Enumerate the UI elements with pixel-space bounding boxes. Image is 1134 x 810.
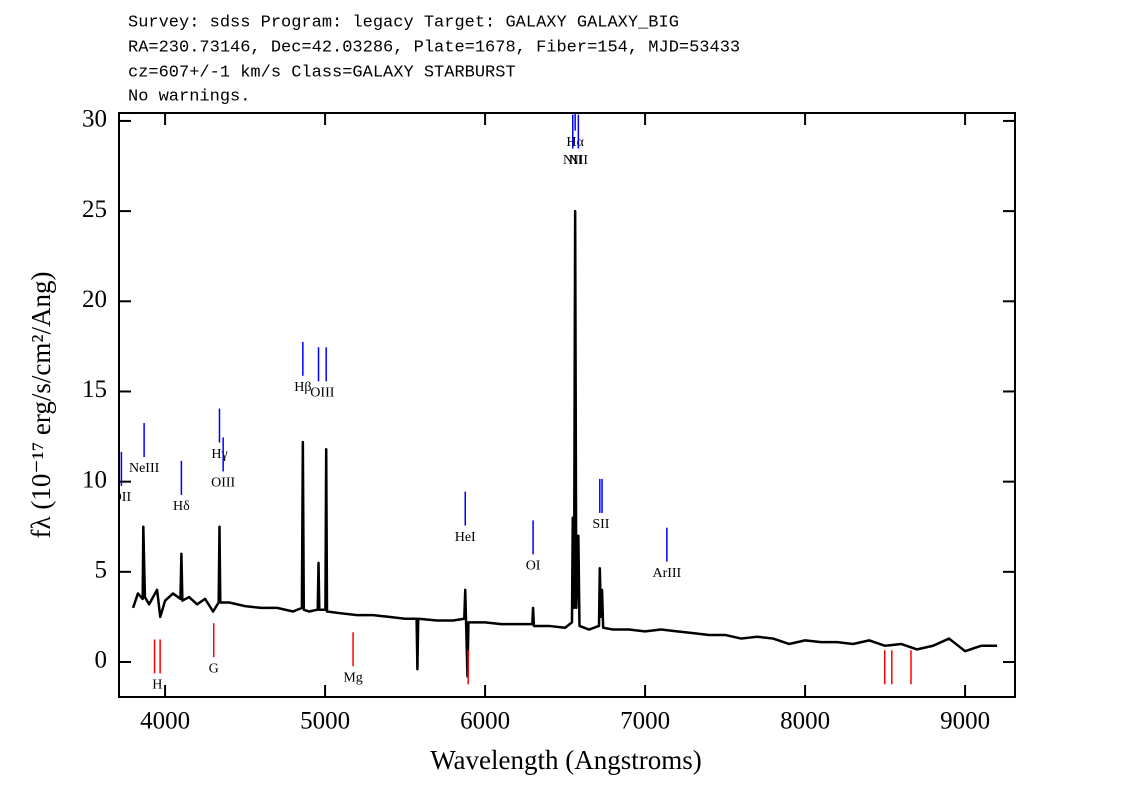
line-label: G bbox=[209, 661, 219, 676]
x-axis-label: Wavelength (Angstroms) bbox=[430, 745, 702, 775]
title-line: cz=607+/-1 km/s Class=GALAXY STARBURST bbox=[128, 63, 516, 82]
line-label: NII bbox=[563, 153, 583, 168]
line-label: Hδ bbox=[173, 499, 190, 514]
x-tick-label: 4000 bbox=[140, 708, 190, 735]
x-tick-label: 7000 bbox=[620, 708, 670, 735]
line-label: HeI bbox=[455, 530, 476, 545]
titles: Survey: sdss Program: legacy Target: GAL… bbox=[128, 13, 740, 106]
line-label: OII bbox=[112, 490, 132, 505]
spectrum-line bbox=[131, 209, 998, 678]
line-label: Hα bbox=[566, 135, 584, 150]
line-label: OI bbox=[526, 559, 541, 574]
line-label: OIII bbox=[310, 385, 334, 400]
y-tick-label: 0 bbox=[95, 647, 108, 674]
y-tick-label: 30 bbox=[82, 106, 107, 133]
line-label: ArIII bbox=[652, 566, 681, 581]
title-line: RA=230.73146, Dec=42.03286, Plate=1678, … bbox=[128, 38, 740, 57]
x-tick-label: 5000 bbox=[300, 708, 350, 735]
y-tick-label: 5 bbox=[95, 557, 108, 584]
y-axis-label: fλ (10⁻¹⁷ erg/s/cm²/Ang) bbox=[26, 272, 56, 539]
y-tick-label: 20 bbox=[82, 286, 107, 313]
line-label: SII bbox=[592, 517, 609, 532]
y-tick-label: 10 bbox=[82, 466, 107, 493]
x-tick-label: 6000 bbox=[460, 708, 510, 735]
line-label: H bbox=[152, 678, 162, 693]
x-tick-label: 9000 bbox=[940, 708, 990, 735]
y-tick-label: 15 bbox=[82, 376, 107, 403]
line-label: Hβ bbox=[294, 380, 311, 395]
title-line: Survey: sdss Program: legacy Target: GAL… bbox=[128, 13, 679, 32]
y-tick-label: 25 bbox=[82, 196, 107, 223]
plot-area: OIINeIIIHδHγOIIIHβOIIIHeIOINIIHαNIISIIAr… bbox=[112, 113, 998, 693]
line-label: Mg bbox=[343, 670, 362, 685]
plot-frame bbox=[118, 112, 1016, 698]
line-label: OIII bbox=[211, 476, 235, 491]
line-label: NII bbox=[569, 153, 589, 168]
line-label: Hγ bbox=[211, 447, 227, 462]
line-label: NeIII bbox=[129, 461, 160, 476]
title-line: No warnings. bbox=[128, 87, 250, 106]
x-tick-label: 8000 bbox=[780, 708, 830, 735]
